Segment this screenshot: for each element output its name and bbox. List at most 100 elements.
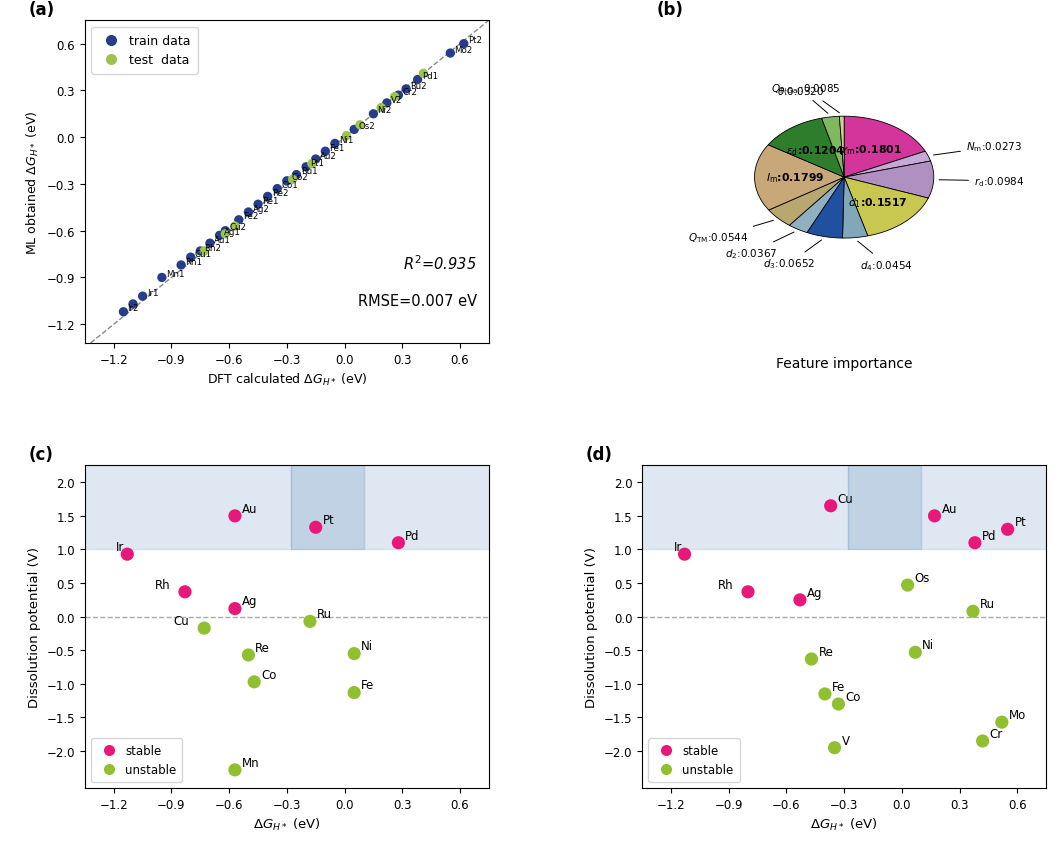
Point <box>226 509 243 523</box>
Text: Cr2: Cr2 <box>402 88 417 96</box>
Text: Fe2: Fe2 <box>243 212 258 222</box>
Text: $d_3$:0.0652: $d_3$:0.0652 <box>764 240 822 271</box>
Point <box>352 118 369 132</box>
X-axis label: $\Delta G_{H*}$ (eV): $\Delta G_{H*}$ (eV) <box>810 816 878 832</box>
Text: Pt: Pt <box>1014 515 1026 528</box>
Text: (d): (d) <box>586 446 613 463</box>
Text: Rh2: Rh2 <box>205 244 222 252</box>
Text: $R^2$=0.935: $R^2$=0.935 <box>404 254 477 273</box>
Polygon shape <box>844 152 930 178</box>
Point <box>302 615 319 629</box>
Point <box>195 622 212 636</box>
Point <box>829 698 846 711</box>
Text: Ag2: Ag2 <box>253 204 270 213</box>
Point <box>297 161 314 175</box>
Text: Ni2: Ni2 <box>378 106 392 115</box>
Point <box>288 169 305 182</box>
Text: Co: Co <box>261 668 276 681</box>
Point <box>964 605 981 619</box>
Polygon shape <box>844 162 933 199</box>
Point <box>230 214 247 227</box>
Point <box>124 297 141 311</box>
Point <box>739 585 756 599</box>
Point <box>217 227 234 241</box>
Polygon shape <box>807 178 844 239</box>
Polygon shape <box>789 178 844 233</box>
Text: Ag: Ag <box>807 586 822 599</box>
Y-axis label: Dissolution potential (V): Dissolution potential (V) <box>585 547 599 707</box>
Point <box>316 145 333 158</box>
Text: Ru1: Ru1 <box>301 167 318 176</box>
Text: Pt2: Pt2 <box>468 37 482 45</box>
Point <box>307 521 324 534</box>
Point <box>442 47 459 60</box>
Text: Cu1: Cu1 <box>195 250 212 258</box>
Text: Ru: Ru <box>316 607 332 620</box>
Point <box>250 199 267 212</box>
Text: Mn: Mn <box>242 756 259 769</box>
Text: $\varepsilon_\mathrm{d}$:0.1204: $\varepsilon_\mathrm{d}$:0.1204 <box>786 144 844 158</box>
Point <box>346 124 363 137</box>
Text: $Q_\mathrm{P(Ga)}$:0.0085: $Q_\mathrm{P(Ga)}$:0.0085 <box>771 82 841 113</box>
Text: $d_2$:0.0367: $d_2$:0.0367 <box>724 233 794 261</box>
Text: Pt: Pt <box>323 514 335 527</box>
Text: $N_\mathrm{m}$:0.0273: $N_\mathrm{m}$:0.0273 <box>933 141 1022 156</box>
Text: Rh: Rh <box>718 578 733 591</box>
Point <box>966 536 983 550</box>
Text: Ru: Ru <box>980 597 995 610</box>
Text: $Q_\mathrm{TM}$:0.0544: $Q_\mathrm{TM}$:0.0544 <box>688 221 773 245</box>
Text: $I_\mathrm{m}$:0.1799: $I_\mathrm{m}$:0.1799 <box>766 171 824 185</box>
Text: Re: Re <box>255 641 270 654</box>
Text: Ir1: Ir1 <box>147 289 158 297</box>
Point <box>338 130 355 143</box>
Point <box>397 83 414 96</box>
Point <box>119 548 136 561</box>
Text: (c): (c) <box>29 446 53 463</box>
Bar <box>847 466 921 550</box>
Text: (a): (a) <box>29 1 54 19</box>
Point <box>269 182 286 196</box>
Point <box>202 237 219 250</box>
Point <box>999 523 1016 537</box>
Text: Rh: Rh <box>154 578 170 591</box>
Polygon shape <box>844 178 928 237</box>
Text: Cu2: Cu2 <box>229 223 246 232</box>
Text: Re1: Re1 <box>262 197 278 205</box>
Point <box>285 173 302 187</box>
Text: $d_1$:0.1517: $d_1$:0.1517 <box>847 196 907 210</box>
Text: Ni1: Ni1 <box>339 135 354 145</box>
Text: Mo: Mo <box>1009 708 1026 721</box>
Text: Au: Au <box>942 502 957 515</box>
Text: Ni: Ni <box>922 638 935 651</box>
Point <box>826 741 843 755</box>
Point <box>346 647 363 660</box>
Text: Re: Re <box>819 645 834 658</box>
Polygon shape <box>842 178 868 239</box>
Text: Mo2: Mo2 <box>455 46 473 55</box>
Text: Ag: Ag <box>242 595 257 607</box>
Point <box>390 89 407 103</box>
Bar <box>643 466 847 550</box>
Text: $\chi_\mathrm{m}$:0.1801: $\chi_\mathrm{m}$:0.1801 <box>839 142 902 157</box>
Point <box>387 91 404 105</box>
Text: Rh1: Rh1 <box>185 257 202 267</box>
Point <box>900 579 917 592</box>
Text: Fe: Fe <box>832 680 845 693</box>
Point <box>195 245 212 258</box>
Point <box>676 548 693 561</box>
Polygon shape <box>768 119 844 178</box>
Point <box>226 602 243 616</box>
Point <box>974 734 991 748</box>
Point <box>822 499 839 513</box>
Text: Ir: Ir <box>116 540 124 553</box>
Text: $r_\mathrm{d}$:0.0984: $r_\mathrm{d}$:0.0984 <box>939 175 1025 188</box>
Text: $\theta$:0.0320: $\theta$:0.0320 <box>776 84 828 114</box>
Text: Mn1: Mn1 <box>166 270 185 279</box>
Point <box>173 259 190 273</box>
Point <box>240 648 257 662</box>
Bar <box>291 466 364 550</box>
Point <box>226 220 243 233</box>
Point <box>365 108 382 122</box>
Text: Fe: Fe <box>361 679 375 692</box>
Y-axis label: ML obtained $\Delta G_{H*}$ (eV): ML obtained $\Delta G_{H*}$ (eV) <box>25 110 41 255</box>
